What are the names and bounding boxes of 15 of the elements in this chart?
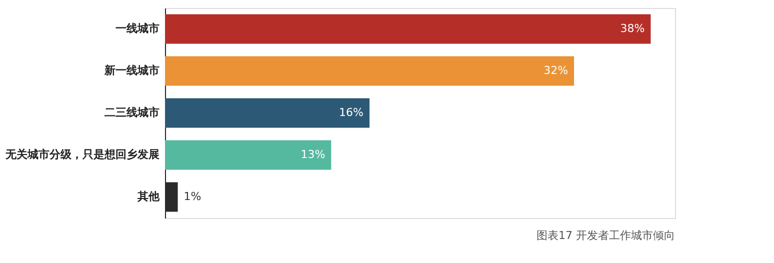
data-label: 16%	[339, 106, 364, 119]
y-tick-label: 二三线城市	[104, 106, 160, 119]
data-label: 1%	[184, 190, 202, 203]
bar	[165, 56, 574, 86]
bar	[165, 14, 651, 44]
y-tick-label: 一线城市	[116, 22, 160, 35]
data-label: 13%	[300, 148, 326, 161]
y-tick-label: 新一线城市	[104, 64, 160, 77]
y-tick-label: 无关城市分级，只是想回乡发展	[4, 148, 160, 161]
data-label: 32%	[544, 64, 568, 77]
bar	[165, 98, 370, 128]
bar	[165, 140, 332, 170]
text: 图表17 开发者工作城市倾向	[536, 229, 675, 242]
data-label: 38%	[620, 22, 645, 35]
y-tick-label: 其他	[136, 190, 160, 203]
